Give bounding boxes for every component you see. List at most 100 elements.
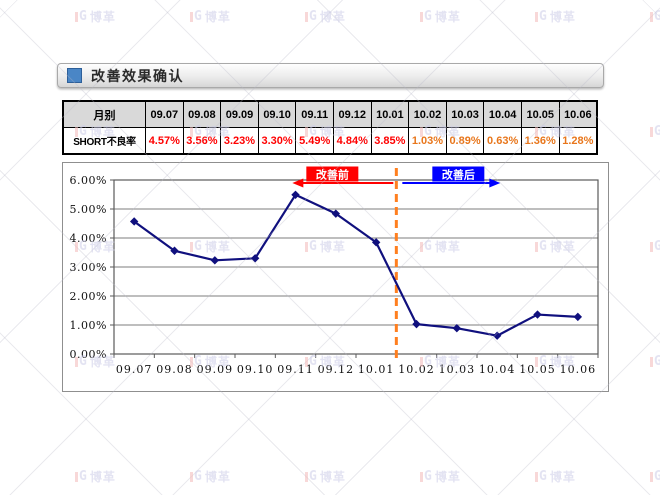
- watermark-text: 博革: [434, 10, 461, 24]
- watermark-logo-icon: G: [194, 9, 202, 24]
- watermark-logo-icon: G: [424, 469, 432, 484]
- data-point-marker: [371, 238, 381, 247]
- month-header-cell: 10.05: [520, 100, 560, 128]
- month-header-cell: 09.09: [220, 100, 259, 128]
- rate-row-label-cell: SHORT不良率: [62, 127, 146, 155]
- data-point-marker: [170, 246, 179, 255]
- after-label: 改善后: [442, 168, 475, 182]
- watermark-logo-icon: [650, 471, 653, 482]
- watermark-logo-icon: [305, 471, 308, 482]
- chart-container: 6.00% 5.00% 4.00% 3.00% 2.00% 1.00% 0.00% 09.07…: [62, 162, 609, 392]
- watermark-boge-logo: G博革: [650, 238, 660, 255]
- x-axis-label: 09.08: [156, 363, 193, 376]
- watermark-text: 博革: [549, 470, 576, 484]
- rate-value-cell: 1.28%: [558, 127, 598, 155]
- watermark-logo-icon: G: [309, 469, 317, 484]
- rate-value-cell: 4.84%: [332, 127, 372, 155]
- y-axis-label: 4.00%: [70, 232, 107, 245]
- month-header-cell: 09.07: [145, 100, 184, 128]
- watermark-text: 博革: [204, 10, 231, 24]
- watermark-logo-icon: G: [654, 9, 660, 24]
- before-arrow-head: [292, 178, 304, 188]
- before-label-box: [306, 166, 359, 182]
- rate-value-cell: 1.03%: [408, 127, 447, 155]
- x-axis-label: 10.05: [519, 363, 556, 376]
- line-chart: 6.00% 5.00% 4.00% 3.00% 2.00% 1.00% 0.00% 09.07…: [70, 166, 599, 376]
- watermark-boge-logo: G博革: [650, 8, 660, 25]
- month-header-cell: 09.08: [182, 100, 222, 128]
- y-axis-label: 1.00%: [70, 319, 107, 332]
- watermark-logo-icon: [420, 471, 423, 482]
- watermark-logo-icon: [650, 126, 653, 137]
- x-axis-label: 10.01: [358, 363, 395, 376]
- x-axis-label: 10.02: [398, 363, 435, 376]
- watermark-text: 博革: [434, 470, 461, 484]
- before-label: 改善前: [316, 168, 349, 182]
- watermark-text: 博革: [0, 238, 1, 255]
- watermark-text: 博革: [0, 353, 1, 370]
- rate-value-cell: 5.49%: [295, 127, 334, 155]
- rate-value-cell: 3.30%: [257, 127, 297, 155]
- rate-row: SHORT不良率 4.57% 3.56% 3.23% 3.30% 5.49% 4.84% 3.…: [62, 127, 598, 155]
- data-point-marker: [291, 190, 300, 199]
- watermark-text: 博革: [204, 470, 231, 484]
- after-label-box: [432, 166, 485, 182]
- watermark-logo-icon: [650, 356, 653, 367]
- watermark-text: 博革: [89, 10, 116, 24]
- y-axis-label: 0.00%: [70, 348, 107, 361]
- section-title-bar: 改善效果确认: [57, 63, 604, 88]
- watermark-logo-icon: G: [539, 469, 547, 484]
- watermark-boge-logo: G博革: [650, 123, 660, 140]
- watermark-logo-icon: G: [654, 239, 660, 254]
- watermark-boge-logo: G博革: [0, 8, 1, 25]
- watermark-logo-icon: G: [539, 9, 547, 24]
- rate-value-cell: 3.56%: [182, 127, 222, 155]
- watermark-logo-icon: G: [654, 354, 660, 369]
- month-header-cell: 10.02: [408, 100, 447, 128]
- data-point-marker: [250, 254, 260, 263]
- rate-value-cell: 0.89%: [445, 127, 485, 155]
- watermark-logo-icon: G: [194, 469, 202, 484]
- x-axis-label: 10.06: [560, 363, 597, 376]
- data-table: 月别 09.07 09.08 09.09 09.10 09.11 09.12 10.01 10.…: [62, 100, 599, 155]
- month-header-cell: 09.11: [295, 100, 334, 128]
- data-point-marker: [412, 319, 421, 329]
- watermark-text: 博革: [0, 468, 1, 485]
- rate-value-cell: 3.23%: [220, 127, 259, 155]
- rate-value-cell: 4.57%: [145, 127, 184, 155]
- data-point-marker: [210, 256, 220, 265]
- watermark-boge-logo: G博革: [0, 123, 1, 140]
- table-header-row: 月别 09.07 09.08 09.09 09.10 09.11 09.12 10.01 10.…: [62, 100, 598, 128]
- watermark-logo-icon: [190, 471, 193, 482]
- watermark-logo-icon: [650, 241, 653, 252]
- data-point-marker: [533, 310, 542, 319]
- x-axis-label: 09.10: [237, 363, 274, 376]
- watermark-boge-logo: G博革: [0, 353, 1, 370]
- data-point-marker: [129, 217, 139, 226]
- y-axis-label: 5.00%: [70, 203, 107, 216]
- after-arrow-head: [489, 178, 501, 188]
- month-header-cell: 10.04: [483, 100, 522, 128]
- data-point-marker: [573, 312, 583, 322]
- watermark-logo-icon: G: [79, 469, 87, 484]
- title-bullet-icon: [67, 68, 82, 83]
- watermark-text: 博革: [319, 10, 346, 24]
- section-title: 改善效果确认: [91, 67, 184, 84]
- watermark-logo-icon: G: [309, 9, 317, 24]
- watermark-logo-icon: [535, 471, 538, 482]
- month-header-cell: 09.10: [257, 100, 297, 128]
- watermark-logo-icon: [190, 11, 193, 22]
- x-axis-label: 09.12: [318, 363, 355, 376]
- watermark-text: 博革: [0, 8, 1, 25]
- watermark-logo-icon: [305, 11, 308, 22]
- watermark-text: 博革: [319, 470, 346, 484]
